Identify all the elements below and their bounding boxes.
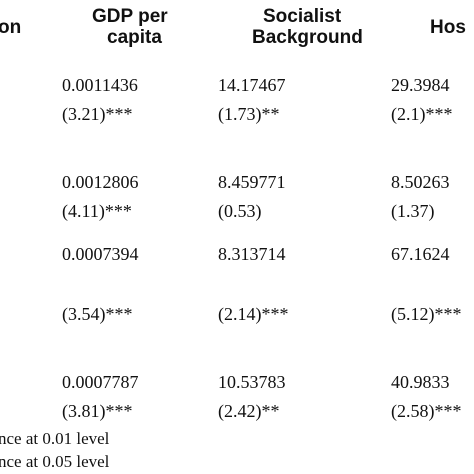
header-socialist-background-line2: Background xyxy=(252,27,363,48)
cell-gdp-tstat: (3.21)*** xyxy=(62,104,133,124)
cell-socialist-tstat: (0.53) xyxy=(218,201,262,221)
cell-gdp-tstat: (3.81)*** xyxy=(62,401,133,421)
cell-gdp-tstat: (4.11)*** xyxy=(62,201,132,221)
header-socialist-background-line1: Socialist xyxy=(263,6,342,27)
cell-socialist-coefficient: 10.53783 xyxy=(218,372,286,392)
cell-socialist-coefficient: 8.459771 xyxy=(218,172,286,192)
header-third-column-fragment: Hos xyxy=(430,17,466,38)
cell-socialist-coefficient: 14.17467 xyxy=(218,75,286,95)
header-gdp-per-capita-line1: GDP per xyxy=(92,6,168,27)
cell-hos-tstat: (2.58)*** xyxy=(391,401,462,421)
cell-hos-coefficient: 67.1624 xyxy=(391,244,450,264)
cell-socialist-tstat: (1.73)** xyxy=(218,104,280,124)
header-gdp-per-capita-line2: capita xyxy=(107,27,162,48)
cell-gdp-tstat: (3.54)*** xyxy=(62,304,133,324)
cell-hos-coefficient: 8.50263 xyxy=(391,172,450,192)
cell-socialist-tstat: (2.14)*** xyxy=(218,304,289,324)
cell-gdp-coefficient: 0.0007394 xyxy=(62,244,139,264)
cell-gdp-coefficient: 0.0007787 xyxy=(62,372,139,392)
cell-hos-tstat: (5.12)*** xyxy=(391,304,462,324)
cell-socialist-tstat: (2.42)** xyxy=(218,401,280,421)
cell-socialist-coefficient: 8.313714 xyxy=(218,244,286,264)
cell-hos-coefficient: 40.9833 xyxy=(391,372,450,392)
cell-gdp-coefficient: 0.0012806 xyxy=(62,172,139,192)
cell-hos-coefficient: 29.3984 xyxy=(391,75,450,95)
cell-hos-tstat: (2.1)*** xyxy=(391,104,453,124)
cell-gdp-coefficient: 0.0011436 xyxy=(62,75,138,95)
header-first-column-fragment: on xyxy=(0,17,22,38)
footnote-significance-001: nce at 0.01 level xyxy=(0,429,110,448)
cell-hos-tstat: (1.37) xyxy=(391,201,435,221)
footnote-significance-005: nce at 0.05 level xyxy=(0,452,110,471)
